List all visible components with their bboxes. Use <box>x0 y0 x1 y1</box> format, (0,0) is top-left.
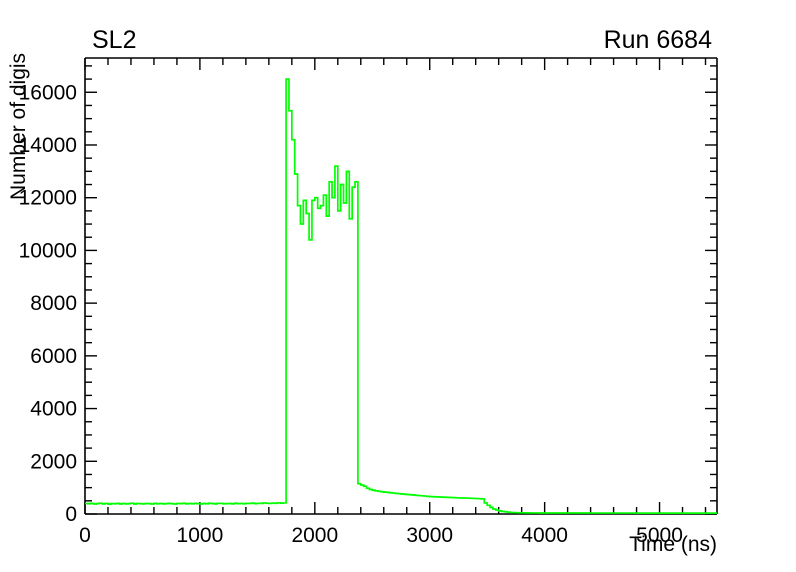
y-tick-label: 12000 <box>19 187 77 210</box>
x-axis-title: Time (ns) <box>629 533 717 556</box>
x-tick-label: 0 <box>79 524 91 547</box>
x-tick-label: 5000 <box>636 524 683 547</box>
y-tick-label: 10000 <box>19 239 77 262</box>
plot-title-left: SL2 <box>92 26 136 54</box>
y-tick-label: 14000 <box>19 134 77 157</box>
y-tick-label: 2000 <box>30 450 77 473</box>
y-tick-label: 16000 <box>19 81 77 104</box>
data-series-digis <box>85 78 717 515</box>
x-axis-ticks <box>84 58 707 514</box>
y-axis-tick-labels: 0 2000 4000 6000 8000 10000 12000 14000 16000 <box>19 81 77 526</box>
x-tick-label: 3000 <box>406 524 453 547</box>
y-tick-label: 6000 <box>30 345 77 368</box>
y-axis-ticks <box>85 65 717 515</box>
x-axis-tick-labels: 0 1000 2000 3000 4000 5000 <box>79 524 683 547</box>
plot-title-right: Run 6684 <box>604 26 713 54</box>
y-tick-label: 4000 <box>30 398 77 421</box>
x-tick-label: 2000 <box>291 524 338 547</box>
y-axis-title: Number of digis <box>7 53 30 200</box>
x-tick-label: 1000 <box>177 524 224 547</box>
y-tick-label: 8000 <box>30 292 77 315</box>
axis-frame <box>84 57 718 515</box>
x-tick-label: 4000 <box>521 524 568 547</box>
y-tick-label: 0 <box>65 503 77 526</box>
